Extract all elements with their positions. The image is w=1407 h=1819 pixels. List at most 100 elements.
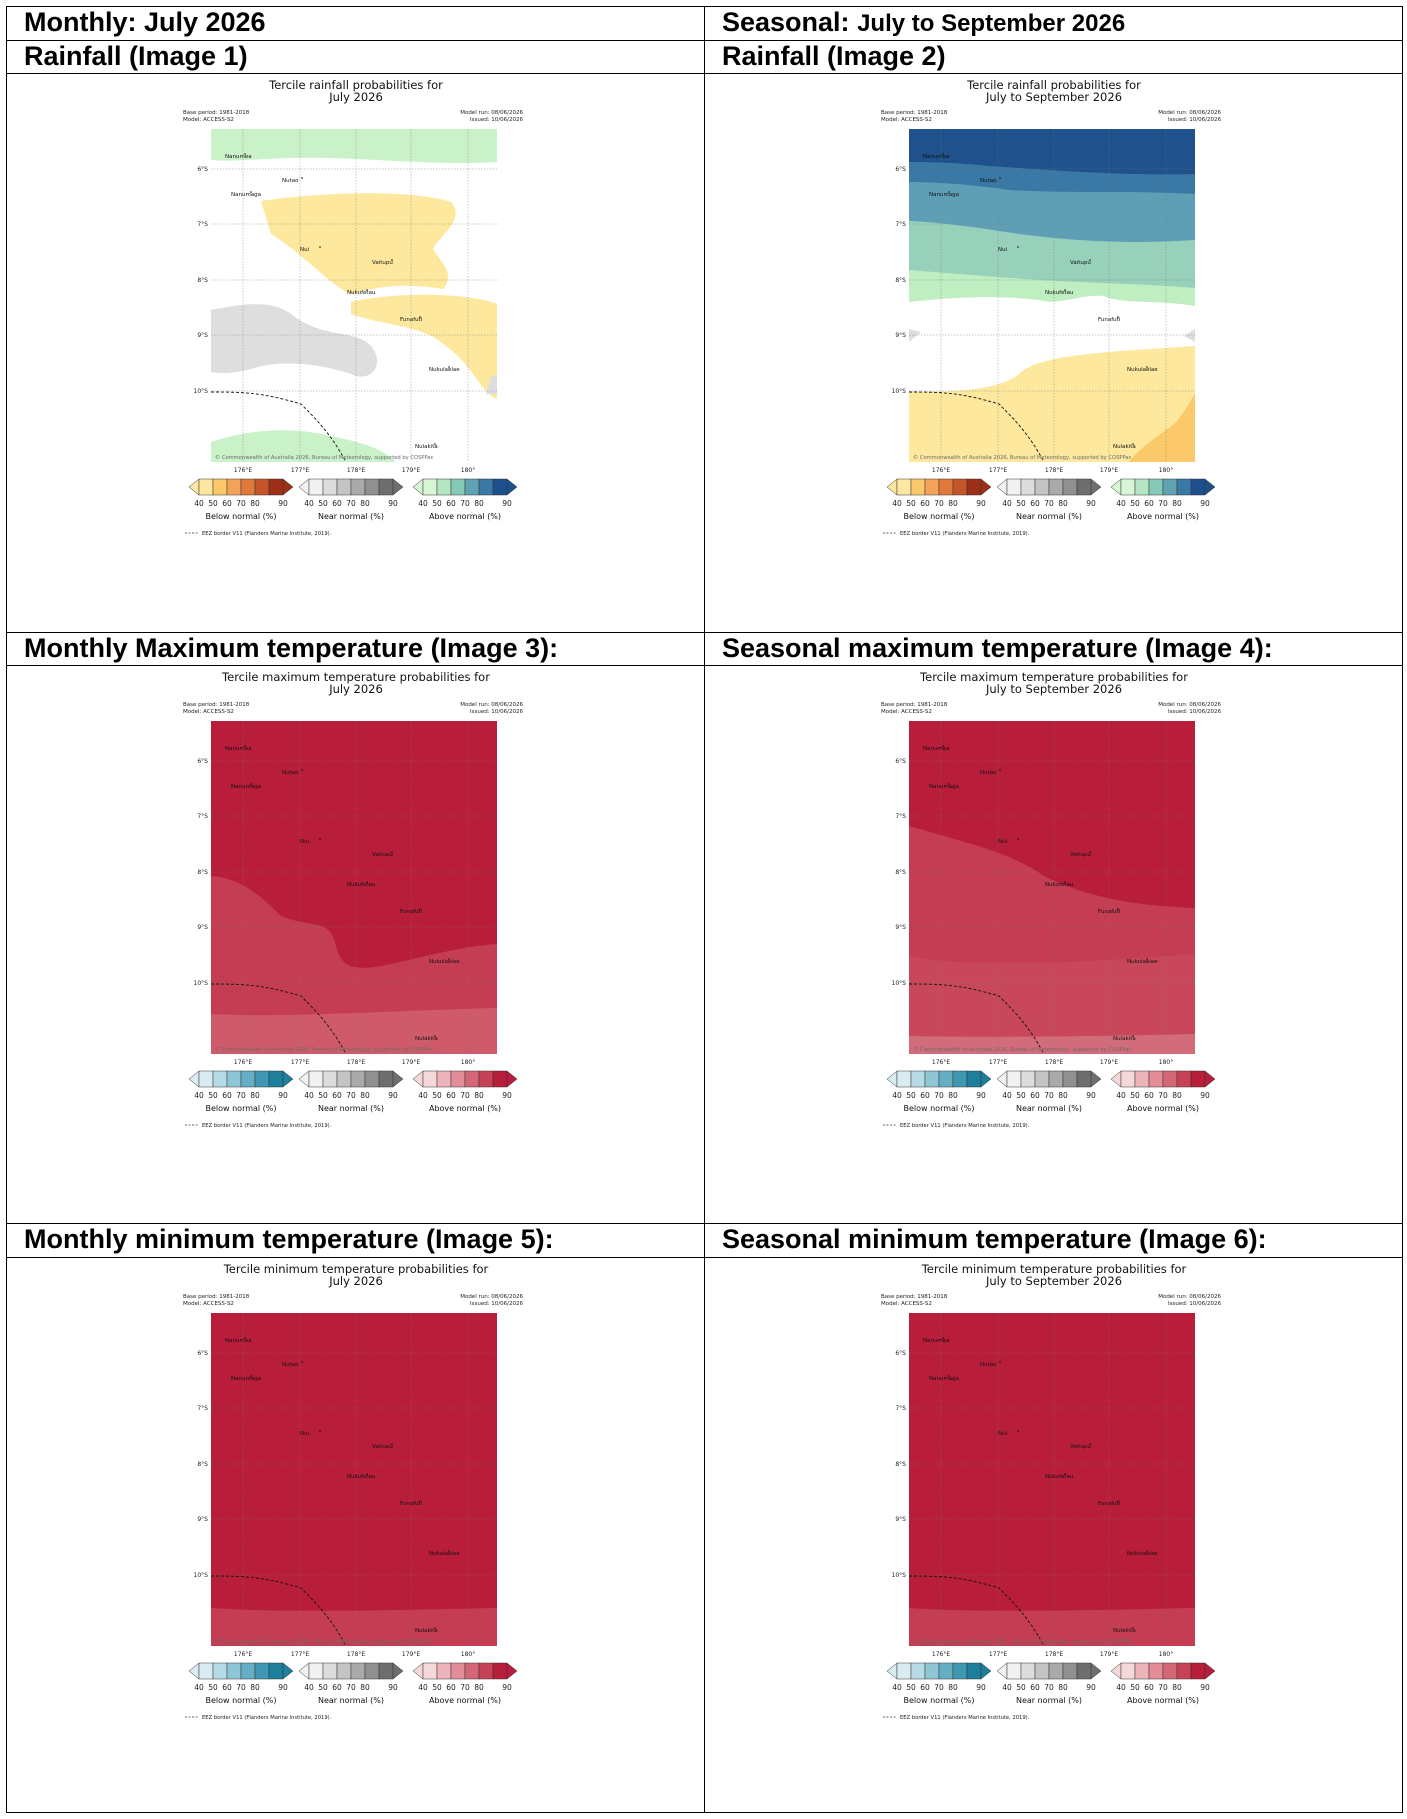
- legend-swatch: [1176, 1662, 1191, 1679]
- lat-label: 8°S: [197, 277, 208, 284]
- island-marker: [447, 958, 450, 960]
- lat-label: 6°S: [895, 166, 906, 173]
- island-label: Nui: [998, 247, 1008, 253]
- legend-tick: 60: [222, 499, 232, 508]
- legend-label: Below normal (%): [205, 512, 276, 521]
- eez-border: [908, 391, 1044, 463]
- lat-label: 8°S: [197, 869, 208, 876]
- legend-swatch: [938, 478, 953, 496]
- legend-tick: 80: [474, 499, 484, 508]
- region-above-70: [908, 953, 1195, 1054]
- legend-swatch: [1062, 478, 1077, 496]
- island-marker: [433, 1035, 436, 1037]
- legend-swatch: [1062, 1662, 1077, 1679]
- island-marker: [998, 1360, 1001, 1363]
- island-label: Nukulaelae: [429, 367, 460, 373]
- legend-tick: 70: [934, 1091, 944, 1100]
- map-copyright: © Commonwealth of Australia 2026, Bureau…: [913, 1046, 1132, 1053]
- legend-tick: 90: [278, 1091, 288, 1100]
- header-text: Monthly minimum temperature (Image 5):: [24, 1224, 554, 1255]
- legend-swatch: [254, 478, 269, 496]
- map-figure-tmax_monthly: Tercile maximum temperature probabilitie…: [183, 670, 524, 1129]
- legend-tick: 50: [1130, 1091, 1140, 1100]
- map-model: Model: ACCESS-S2: [881, 1301, 932, 1307]
- legend-swatch: [350, 478, 365, 496]
- legend-tick: 40: [194, 1683, 204, 1692]
- region-above-80: [210, 875, 497, 1054]
- map-title: Tercile minimum temperature probabilitie…: [920, 1262, 1186, 1276]
- map-gridlines: [908, 720, 1195, 1054]
- island-marker: [1063, 881, 1066, 883]
- map-gridlines: [210, 129, 497, 463]
- island-marker: [947, 191, 950, 194]
- legend-tick: 60: [222, 1091, 232, 1100]
- legend-arrow-right: [1204, 478, 1215, 496]
- island-marker: [365, 289, 368, 292]
- lat-label: 9°S: [895, 332, 906, 339]
- lon-label: 179°E: [401, 467, 419, 474]
- island-label: Nukufetau: [347, 1474, 375, 1480]
- legend-tick: 90: [976, 1091, 986, 1100]
- legend-tick: 90: [1086, 1091, 1096, 1100]
- island-label: Nanumea: [923, 1338, 950, 1344]
- island-label: Nulakita: [415, 1628, 438, 1634]
- legend-swatch: [336, 478, 351, 496]
- legend-tick: 90: [388, 499, 398, 508]
- map-title-period: July 2026: [328, 1274, 383, 1288]
- lat-label: 7°S: [895, 813, 906, 820]
- island-label: Nutao: [282, 1362, 299, 1368]
- legend-swatch: [450, 1070, 465, 1088]
- region-above-60: [908, 1033, 1195, 1054]
- legend-swatch: [364, 1662, 379, 1679]
- map-figure-tmin_monthly: Tercile minimum temperature probabilitie…: [183, 1262, 524, 1721]
- island-label: Nui: [998, 1431, 1008, 1437]
- map-issued: Issued: 10/06/2026: [469, 709, 523, 715]
- island-marker: [390, 259, 393, 262]
- legend-label: Above normal (%): [428, 512, 500, 521]
- legend-swatch: [910, 1070, 925, 1088]
- island-marker: [1088, 259, 1091, 262]
- legend-arrow-right: [392, 1661, 403, 1680]
- legend-tick: 70: [1044, 499, 1054, 508]
- legend-tick: 60: [1030, 1683, 1040, 1692]
- lon-label: 180°: [460, 467, 474, 474]
- figure-cell-5: Tercile minimum temperature probabilitie…: [6, 1256, 705, 1813]
- eez-border: [908, 983, 1044, 1055]
- legend-swatch: [1162, 478, 1177, 496]
- island-marker: [1131, 1626, 1134, 1629]
- region-above-70: [210, 1007, 497, 1054]
- legend-arrow-right: [392, 478, 403, 496]
- legend-swatch: [1190, 478, 1205, 496]
- legend-tick: 70: [1158, 1683, 1168, 1692]
- legend-arrow-left: [412, 478, 423, 496]
- legend-swatch: [1162, 1662, 1177, 1679]
- legend-arrow-left: [996, 1661, 1007, 1680]
- legend-near: 40 50 60 70 80 90 Near normal (%): [996, 1661, 1101, 1705]
- legend-tick: 60: [446, 1683, 456, 1692]
- island-marker: [318, 838, 321, 840]
- legend-label: Near normal (%): [317, 1696, 383, 1705]
- legend-tick: 40: [1002, 1091, 1012, 1100]
- legend-arrow-left: [298, 1070, 309, 1088]
- legend-arrow-left: [886, 1070, 897, 1088]
- legend-tick: 50: [318, 499, 328, 508]
- island-label: Funafuti: [1098, 1501, 1121, 1507]
- island-marker: [947, 783, 950, 785]
- lat-label: 9°S: [197, 332, 208, 339]
- legend-tick: 80: [948, 1091, 958, 1100]
- legend-tick: 40: [1002, 499, 1012, 508]
- legend-tick: 90: [1086, 499, 1096, 508]
- legend-tick: 60: [446, 1091, 456, 1100]
- legend-tick: 80: [948, 1683, 958, 1692]
- island-label: Vaitupu: [372, 852, 393, 858]
- lon-label: 178°E: [1044, 1651, 1062, 1658]
- legend-arrow-right: [506, 478, 517, 496]
- region-above-90: [908, 129, 1195, 175]
- map-issued: Issued: 10/06/2026: [469, 117, 523, 123]
- legend-near: 40 50 60 70 80 90 Near normal (%): [996, 1070, 1101, 1113]
- header-monthly-period: Monthly: July 2026: [6, 5, 705, 42]
- legend-swatch: [364, 478, 379, 496]
